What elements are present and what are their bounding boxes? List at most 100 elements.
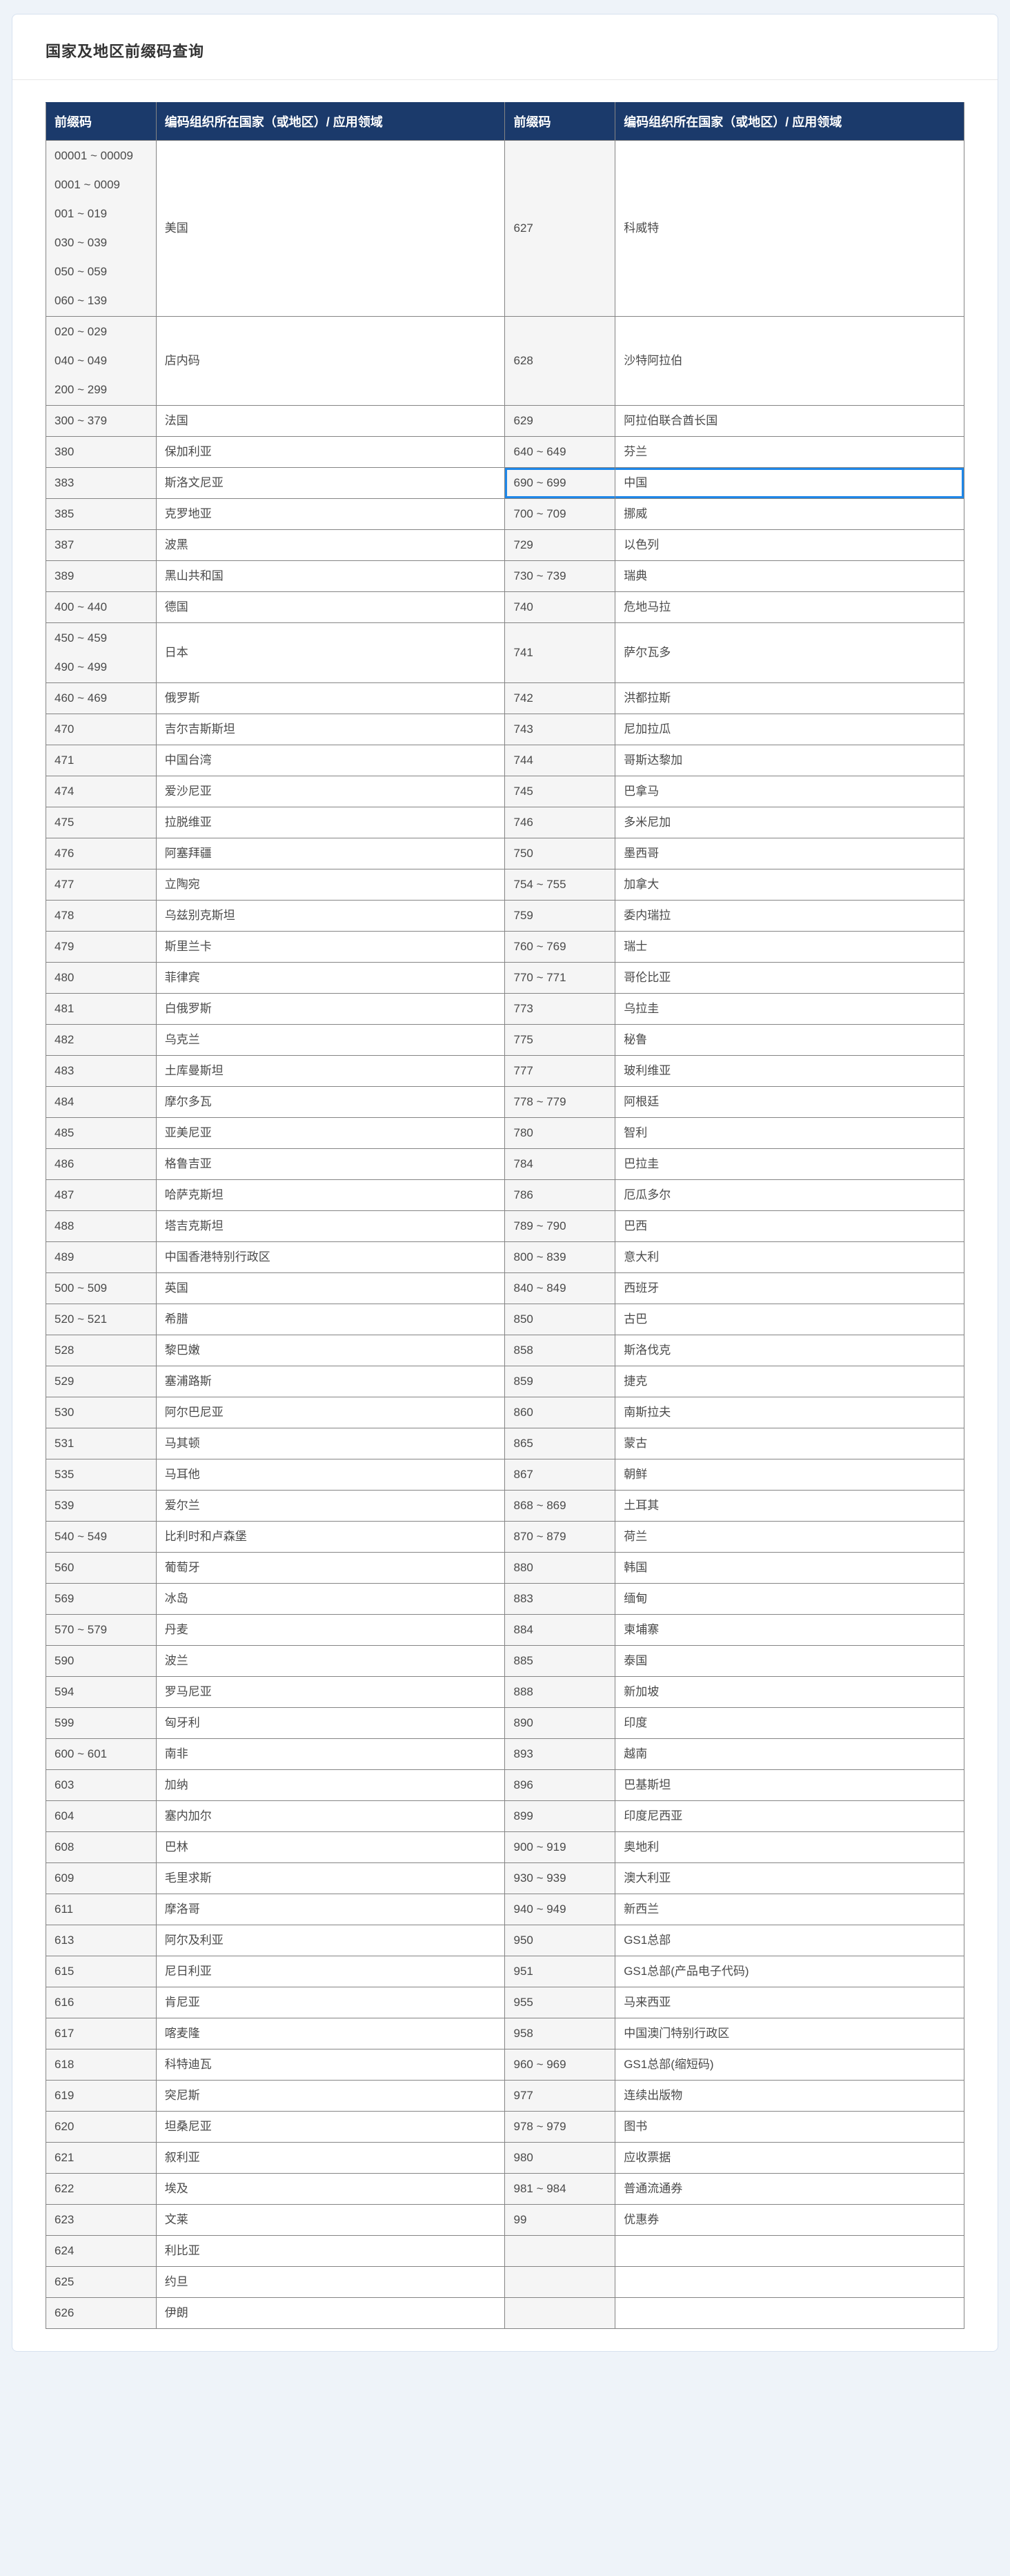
prefix-cell-left: 520 ~ 521 <box>46 1304 157 1335</box>
area-cell-right: 柬埔寨 <box>615 1614 964 1646</box>
table-row: 486 格鲁吉亚 784 巴拉圭 <box>46 1148 964 1180</box>
area-cell-right: GS1总部(缩短码) <box>615 2049 964 2081</box>
area-cell-left: 突尼斯 <box>155 2080 506 2112</box>
prefix-cell-right: 955 <box>504 1987 616 2018</box>
prefix-cell-right <box>504 2266 616 2298</box>
area-cell-left: 爱尔兰 <box>155 1490 506 1522</box>
prefix-cell-right: 777 <box>504 1055 616 1087</box>
area-cell-left: 吉尔吉斯斯坦 <box>155 714 506 745</box>
area-cell-left: 格鲁吉亚 <box>155 1148 506 1180</box>
highlighted-row: 383 斯洛文尼亚 690 ~ 699 中国 <box>46 467 964 499</box>
prefix-cell-right: 860 <box>504 1397 616 1428</box>
area-cell-right <box>615 2235 964 2267</box>
area-cell-left: 白俄罗斯 <box>155 993 506 1025</box>
area-cell-right: 连续出版物 <box>615 2080 964 2112</box>
area-cell-left: 店内码 <box>155 316 506 406</box>
prefix-cell-left: 475 <box>46 807 157 838</box>
area-cell-right: 印度 <box>615 1707 964 1739</box>
area-cell-right: 洪都拉斯 <box>615 682 964 714</box>
area-cell-right: 哥斯达黎加 <box>615 745 964 776</box>
prefix-cell-left: 599 <box>46 1707 157 1739</box>
prefix-cell-left: 616 <box>46 1987 157 2018</box>
prefix-cell-left: 383 <box>46 467 157 499</box>
prefix-cell-left: 625 <box>46 2266 157 2298</box>
prefix-cell-right: 99 <box>504 2204 616 2236</box>
area-cell-left: 阿尔巴尼亚 <box>155 1397 506 1428</box>
prefix-cell-right: 890 <box>504 1707 616 1739</box>
area-cell-left: 肯尼亚 <box>155 1987 506 2018</box>
table-row: 389 黑山共和国 730 ~ 739 瑞典 <box>46 560 964 592</box>
table-row: 380 保加利亚 640 ~ 649 芬兰 <box>46 436 964 468</box>
area-cell-left: 保加利亚 <box>155 436 506 468</box>
prefix-cell-left: 460 ~ 469 <box>46 682 157 714</box>
table-row: 480 菲律宾 770 ~ 771 哥伦比亚 <box>46 962 964 994</box>
prefix-cell-left: 624 <box>46 2235 157 2267</box>
prefix-cell-left: 481 <box>46 993 157 1025</box>
table-row: 460 ~ 469 俄罗斯 742 洪都拉斯 <box>46 682 964 714</box>
area-cell-left: 文莱 <box>155 2204 506 2236</box>
prefix-cell-left: 611 <box>46 1894 157 1925</box>
prefix-cell-left: 622 <box>46 2173 157 2205</box>
table-row: 539 爱尔兰 868 ~ 869 土耳其 <box>46 1490 964 1522</box>
table-row: 590 波兰 885 泰国 <box>46 1645 964 1677</box>
prefix-cell-left: 477 <box>46 869 157 901</box>
area-cell-right: 南斯拉夫 <box>615 1397 964 1428</box>
prefix-cell-left: 380 <box>46 436 157 468</box>
prefix-cell-left: 570 ~ 579 <box>46 1614 157 1646</box>
area-cell-right: 瑞典 <box>615 560 964 592</box>
table-row: 613 阿尔及利亚 950 GS1总部 <box>46 1925 964 1956</box>
area-cell-left: 中国台湾 <box>155 745 506 776</box>
prefix-cell-left: 617 <box>46 2018 157 2049</box>
area-cell-right: 西班牙 <box>615 1272 964 1304</box>
table-row: 620 坦桑尼亚 978 ~ 979 图书 <box>46 2111 964 2143</box>
area-cell-left: 加纳 <box>155 1769 506 1801</box>
area-cell-left: 马耳他 <box>155 1459 506 1491</box>
card-header: 国家及地区前缀码查询 <box>12 14 998 80</box>
prefix-cell-right: 840 ~ 849 <box>504 1272 616 1304</box>
prefix-cell-left: 500 ~ 509 <box>46 1272 157 1304</box>
area-cell-right: 巴基斯坦 <box>615 1769 964 1801</box>
area-cell-left: 阿塞拜疆 <box>155 838 506 869</box>
prefix-cell-right: 628 <box>504 316 616 406</box>
prefix-cell-right: 640 ~ 649 <box>504 436 616 468</box>
area-cell-right: 新加坡 <box>615 1676 964 1708</box>
prefix-cell-left: 478 <box>46 900 157 932</box>
area-cell-right: 巴西 <box>615 1210 964 1242</box>
area-cell-left: 伊朗 <box>155 2297 506 2329</box>
table-row: 611 摩洛哥 940 ~ 949 新西兰 <box>46 1894 964 1925</box>
area-cell-right: 普通流通券 <box>615 2173 964 2205</box>
area-cell-right: 应收票据 <box>615 2142 964 2174</box>
prefix-cell-right: 745 <box>504 776 616 807</box>
table-row: 020 ~ 029 040 ~ 049 200 ~ 299 店内码 628 沙特阿拉伯 <box>46 316 964 406</box>
prefix-cell-left: 623 <box>46 2204 157 2236</box>
area-cell-right: 乌拉圭 <box>615 993 964 1025</box>
table-row: 300 ~ 379 法国 629 阿拉伯联合酋长国 <box>46 405 964 437</box>
area-cell-right: 巴拉圭 <box>615 1148 964 1180</box>
prefix-cell-right: 730 ~ 739 <box>504 560 616 592</box>
prefix-cell-left: 484 <box>46 1086 157 1118</box>
table-row: 609 毛里求斯 930 ~ 939 澳大利亚 <box>46 1862 964 1894</box>
area-cell-right: 意大利 <box>615 1241 964 1273</box>
prefix-cell-left: 450 ~ 459 490 ~ 499 <box>46 622 157 683</box>
prefix-cell-left: 603 <box>46 1769 157 1801</box>
area-cell-right: 新西兰 <box>615 1894 964 1925</box>
area-cell-left: 坦桑尼亚 <box>155 2111 506 2143</box>
prefix-cell-right: 977 <box>504 2080 616 2112</box>
table-body: 00001 ~ 00009 0001 ~ 0009 001 ~ 019 030 … <box>46 140 964 2329</box>
table-row: 385 克罗地亚 700 ~ 709 挪威 <box>46 498 964 530</box>
area-cell-right: GS1总部 <box>615 1925 964 1956</box>
area-cell-right: 朝鲜 <box>615 1459 964 1491</box>
prefix-cell-right: 754 ~ 755 <box>504 869 616 901</box>
area-cell-left: 匈牙利 <box>155 1707 506 1739</box>
area-cell-left: 斯里兰卡 <box>155 931 506 963</box>
prefix-cell-left: 482 <box>46 1024 157 1056</box>
prefix-cell-left: 528 <box>46 1335 157 1366</box>
prefix-cell-right: 951 <box>504 1956 616 1987</box>
area-cell-left: 南非 <box>155 1738 506 1770</box>
area-cell-left: 毛里求斯 <box>155 1862 506 1894</box>
page-title: 国家及地区前缀码查询 <box>46 43 205 60</box>
area-cell-right: 奥地利 <box>615 1831 964 1863</box>
prefix-cell-left: 600 ~ 601 <box>46 1738 157 1770</box>
prefix-cell-right: 775 <box>504 1024 616 1056</box>
table-row: 478 乌兹别克斯坦 759 委内瑞拉 <box>46 900 964 932</box>
